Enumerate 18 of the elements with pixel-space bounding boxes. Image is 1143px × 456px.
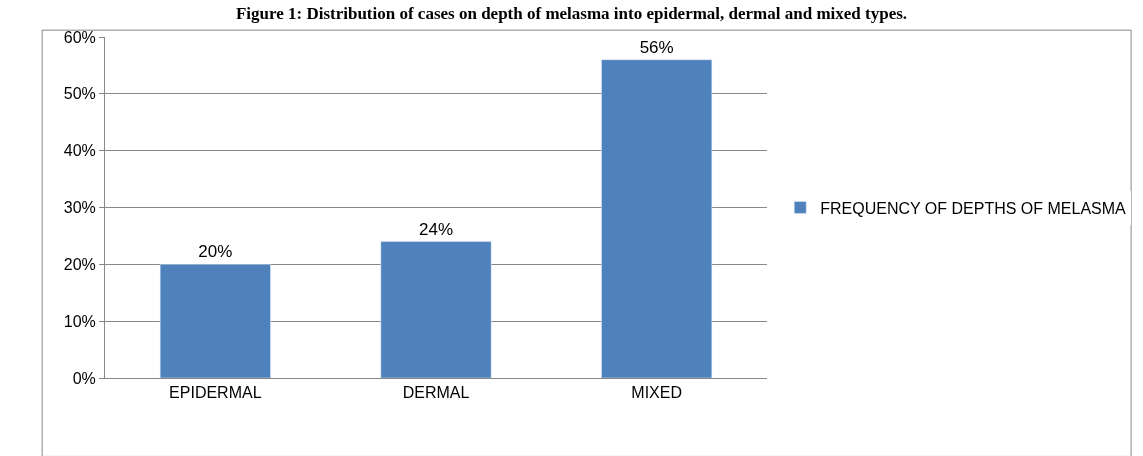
bar	[159, 264, 271, 378]
y-tick-label: 20%	[63, 255, 96, 273]
legend-label: FREQUENCY OF DEPTHS OF MELASMA	[820, 199, 1127, 217]
y-tick-label: 0%	[72, 369, 96, 387]
y-tick-label: 60%	[63, 28, 96, 46]
x-tick-label: MIXED	[631, 384, 683, 402]
bar	[601, 59, 713, 378]
y-tick-label: 40%	[63, 142, 96, 160]
x-tick-label: DERMAL	[402, 384, 470, 402]
y-tick-label: 50%	[63, 85, 96, 103]
data-label: 20%	[198, 242, 233, 262]
chart-title: Figure 1: Distribution of cases on depth of melasma into epidermal, dermal and mixed types.	[235, 3, 908, 23]
y-tick-label: 30%	[63, 199, 96, 217]
x-tick-label: EPIDERMAL	[169, 384, 262, 402]
y-tick-label: 10%	[63, 312, 96, 330]
data-label: 56%	[639, 37, 674, 57]
data-label: 24%	[418, 219, 454, 239]
bar	[380, 241, 492, 378]
